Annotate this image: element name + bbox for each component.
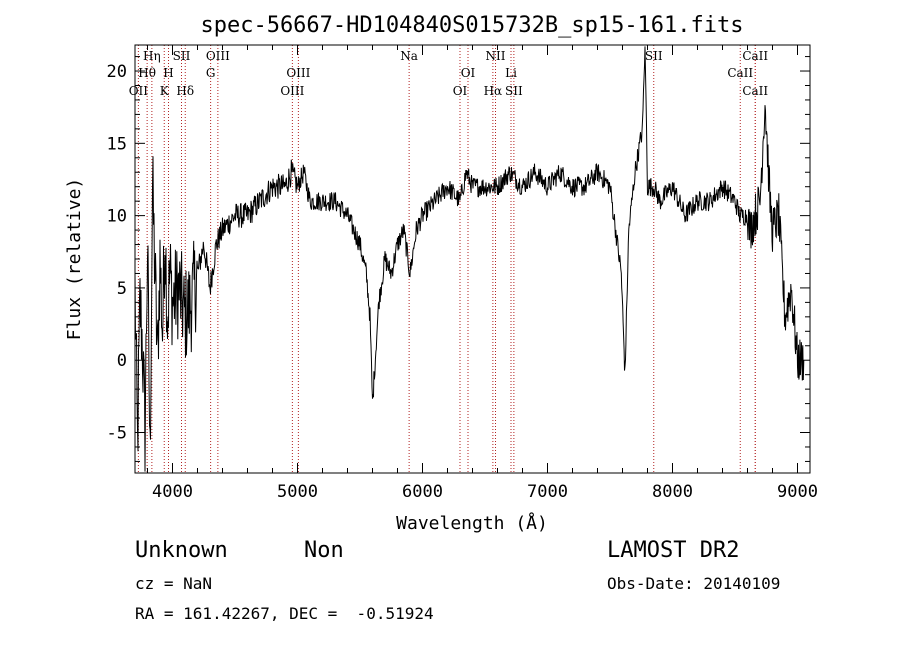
x-axis-ticks: 4000 5000 6000 7000 8000 9000 [147, 45, 818, 502]
y-axis-ticks: -5 0 5 10 15 20 [107, 56, 810, 462]
object-class: Unknown [135, 538, 228, 563]
y-tick-label-1: 0 [117, 351, 127, 371]
line-label-15: Hα [484, 84, 503, 98]
x-axis-label: Wavelength (Å) [396, 512, 548, 534]
x-tick-label-1: 5000 [277, 482, 318, 502]
line-label-0: Hη [143, 49, 161, 63]
line-label-8: G [206, 66, 216, 80]
line-label-19: CaII [742, 49, 768, 63]
line-label-1: Hθ [138, 66, 156, 80]
spectrum-line [134, 46, 805, 472]
y-tick-label-2: 5 [117, 279, 127, 299]
coordinates: RA = 161.42267, DEC = -0.51924 [135, 604, 434, 623]
y-tick-label-3: 10 [107, 207, 127, 227]
line-label-3: SII [173, 49, 191, 63]
x-tick-label-5: 9000 [777, 482, 818, 502]
line-label-4: H [163, 66, 173, 80]
y-axis-label: Flux (relative) [64, 178, 85, 341]
line-label-21: CaII [742, 84, 768, 98]
survey-name: LAMOST DR2 [607, 538, 740, 563]
chart-title: spec-56667-HD104840S015732B_sp15-161.fit… [200, 13, 743, 38]
line-label-5: K [160, 84, 170, 98]
object-subclass: Non [304, 538, 344, 563]
line-label-14: NII [486, 49, 506, 63]
redshift-value: cz = NaN [135, 574, 213, 593]
line-label-13: OI [453, 84, 468, 98]
line-label-2: OII [129, 84, 149, 98]
line-label-12: OI [461, 66, 476, 80]
observation-date: Obs-Date: 20140109 [607, 574, 781, 593]
line-label-16: Li [505, 66, 517, 80]
line-label-7: OIII [206, 49, 230, 63]
x-tick-label-3: 7000 [527, 482, 568, 502]
line-label-9: OIII [286, 66, 310, 80]
x-tick-label-4: 8000 [652, 482, 693, 502]
x-tick-label-2: 6000 [402, 482, 443, 502]
line-label-17: SII [505, 84, 523, 98]
line-label-20: CaII [727, 66, 753, 80]
line-label-11: Na [400, 49, 418, 63]
y-tick-label-4: 15 [107, 134, 127, 154]
y-tick-label-5: 20 [107, 62, 127, 82]
line-label-18: SII [645, 49, 663, 63]
emission-line-markers [137, 45, 756, 473]
y-tick-label-0: -5 [107, 424, 127, 444]
plot-frame [134, 44, 811, 474]
line-label-6: Hδ [176, 84, 194, 98]
line-label-10: OIII [280, 84, 304, 98]
x-tick-label-0: 4000 [152, 482, 193, 502]
